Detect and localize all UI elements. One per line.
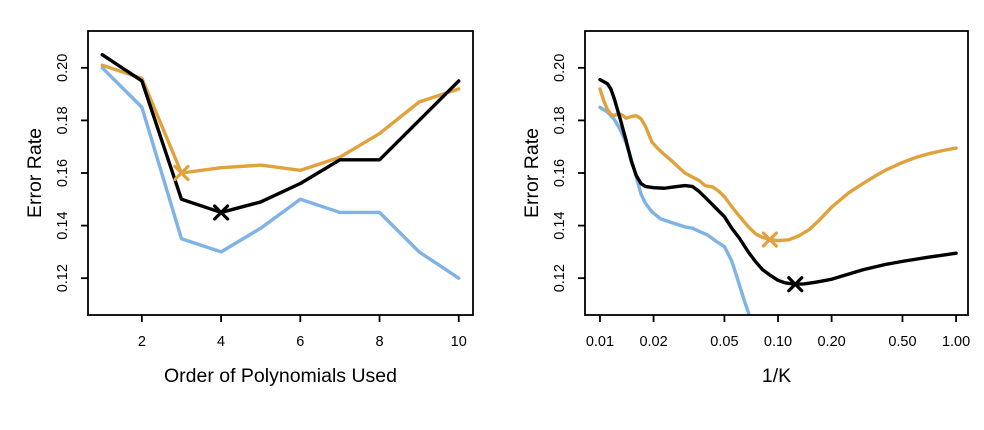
y-tick-label: 0.16 [55, 159, 71, 187]
y-tick-label: 0.12 [55, 264, 71, 292]
plot-border [87, 30, 474, 316]
y-tick-label: 0.14 [552, 211, 568, 239]
x-tick-label: 0.10 [764, 334, 792, 350]
black-curve [598, 77, 958, 286]
y-tick-label: 0.20 [552, 54, 568, 82]
x-tick-label: 10 [451, 334, 467, 350]
y-tick-label: 0.18 [55, 106, 71, 134]
x-tick-label: 8 [375, 334, 383, 350]
x-tick-label: 0.01 [586, 334, 614, 350]
right-panel: 0.01 0.02 0.05 0.10 0.20 0.50 1.00 0.12 0.14 0.16… [521, 30, 970, 387]
plot-border [584, 30, 969, 316]
x-tick-label: 0.50 [888, 334, 916, 350]
orange-curve [598, 87, 958, 243]
orange-curve [100, 63, 461, 175]
blue-curve [598, 105, 751, 315]
x-tick-label: 6 [296, 334, 304, 350]
y-tick-label: 0.16 [552, 159, 568, 187]
black-curve [100, 52, 461, 215]
y-tick-label: 0.20 [55, 54, 71, 82]
x-tick-label: 0.20 [817, 334, 845, 350]
x-tick-label: 2 [138, 334, 146, 350]
orange-min-marker [761, 231, 778, 248]
x-tick-label: 0.05 [710, 334, 738, 350]
x-axis-label: 1/K [762, 365, 791, 387]
x-tick-label: 0.02 [639, 334, 667, 350]
orange-min-marker [173, 164, 190, 182]
x-tick-label: 4 [217, 334, 225, 350]
y-axis-label: Error Rate [521, 128, 543, 218]
y-tick-label: 0.18 [552, 106, 568, 134]
y-axis-label: Error Rate [24, 128, 46, 218]
black-min-marker [212, 204, 230, 221]
y-tick-label: 0.12 [552, 264, 568, 292]
x-axis-label: Order of Polynomials Used [164, 365, 397, 387]
black-min-marker [787, 276, 804, 293]
y-tick-label: 0.14 [55, 211, 71, 239]
left-panel: 2 4 6 8 10 0.12 0.14 0.16 0.18 0.20 Order of Polyn… [24, 30, 474, 387]
blue-curve [100, 66, 461, 280]
x-tick-label: 1.00 [942, 334, 970, 350]
